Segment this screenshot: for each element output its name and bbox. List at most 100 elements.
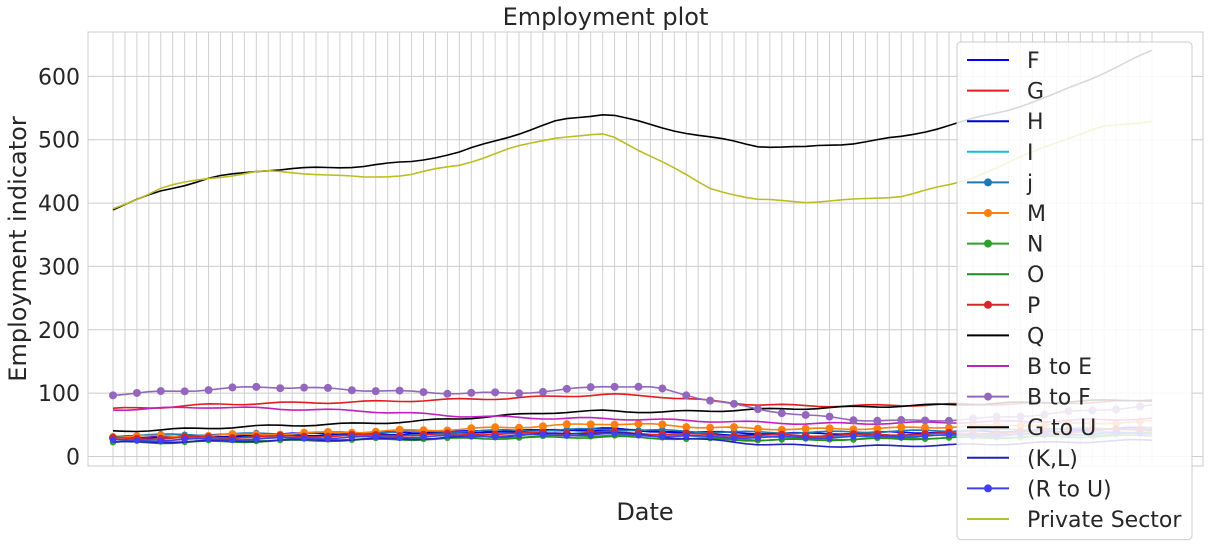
series-point [778,433,785,440]
series-point [372,433,379,440]
series-point [921,416,930,425]
series-point [706,433,714,440]
series-point [157,437,164,445]
series-point [180,387,189,396]
series-point [610,420,619,429]
series-point [395,386,404,395]
series-point [347,386,356,395]
series-point [109,391,117,400]
series-point [730,434,738,442]
legend-label: G to U [1027,416,1096,441]
series-point [753,405,762,414]
y-tick-label: 0 [66,445,80,470]
legend-label: P [1027,294,1040,319]
legend-label: Q [1027,324,1044,349]
series-point [849,416,858,425]
series-point [850,433,857,440]
series-point [683,432,690,439]
series-point [586,383,595,392]
legend-label: F [1027,49,1040,74]
series-point [253,435,260,443]
series-point [898,433,905,441]
series-point [921,423,930,432]
series-point [562,420,571,429]
legend-box [956,41,1193,541]
series-point [635,432,642,439]
series-point [802,434,809,441]
series-point [348,433,356,441]
series-point [586,420,595,429]
series-point [634,382,643,391]
legend-marker [984,300,992,309]
series-point [467,424,476,433]
series-point [396,434,403,442]
series-point [730,423,739,432]
legend-label: Private Sector [1027,508,1182,533]
series-point [420,433,427,441]
series-point [132,388,141,397]
series-point [538,387,547,396]
series-point [300,435,308,442]
series-point [444,432,451,439]
series-point [419,388,428,397]
legend-label: G [1027,80,1044,105]
legend-label: B to F [1027,386,1091,411]
legend-label: O [1027,263,1044,288]
y-tick-label: 500 [38,129,80,154]
y-tick-label: 400 [38,192,80,217]
series-point [610,382,619,391]
series-point [252,382,261,391]
legend-label: (K,L) [1027,447,1078,472]
series-point [491,433,499,440]
series-point [754,434,762,441]
series-point [777,409,786,418]
series-point [371,387,380,396]
series-point [730,399,739,408]
legend-label: N [1027,233,1043,258]
y-axis-label: Employment indicator [4,116,32,382]
legend-label: B to E [1027,355,1092,380]
series-point [109,436,117,443]
series-point [276,434,284,441]
series-point [706,423,715,432]
series-point [587,431,594,438]
series-point [133,437,141,444]
series-point [467,388,476,397]
series-point [801,424,810,433]
series-point [515,389,524,398]
series-point [443,389,452,398]
series-point [611,430,618,437]
legend-label: (R to U) [1027,477,1112,502]
series-point [658,384,667,393]
legend-marker [984,209,992,217]
series-point [468,433,475,440]
legend-marker [984,392,992,401]
series-point [324,435,332,442]
y-tick-label: 300 [38,255,80,280]
series-point [538,422,547,431]
series-point [826,434,833,442]
series-point [825,412,834,421]
series-point [515,431,523,439]
series-point [659,433,666,440]
series-point [874,432,881,440]
legend-label: I [1027,141,1034,166]
series-point [658,420,667,429]
series-point [323,383,332,392]
legend-label: M [1027,202,1046,227]
series-point [873,416,882,425]
series-point [944,416,953,425]
series-point [825,424,834,433]
series-point [873,424,882,433]
series-point [181,436,188,443]
series-point [156,387,165,396]
series-point [753,424,762,433]
x-axis-label: Date [616,498,673,526]
legend-marker [984,484,992,493]
series-point [563,432,571,439]
series-point [491,423,500,432]
series-point [682,391,691,400]
series-point [491,388,500,397]
